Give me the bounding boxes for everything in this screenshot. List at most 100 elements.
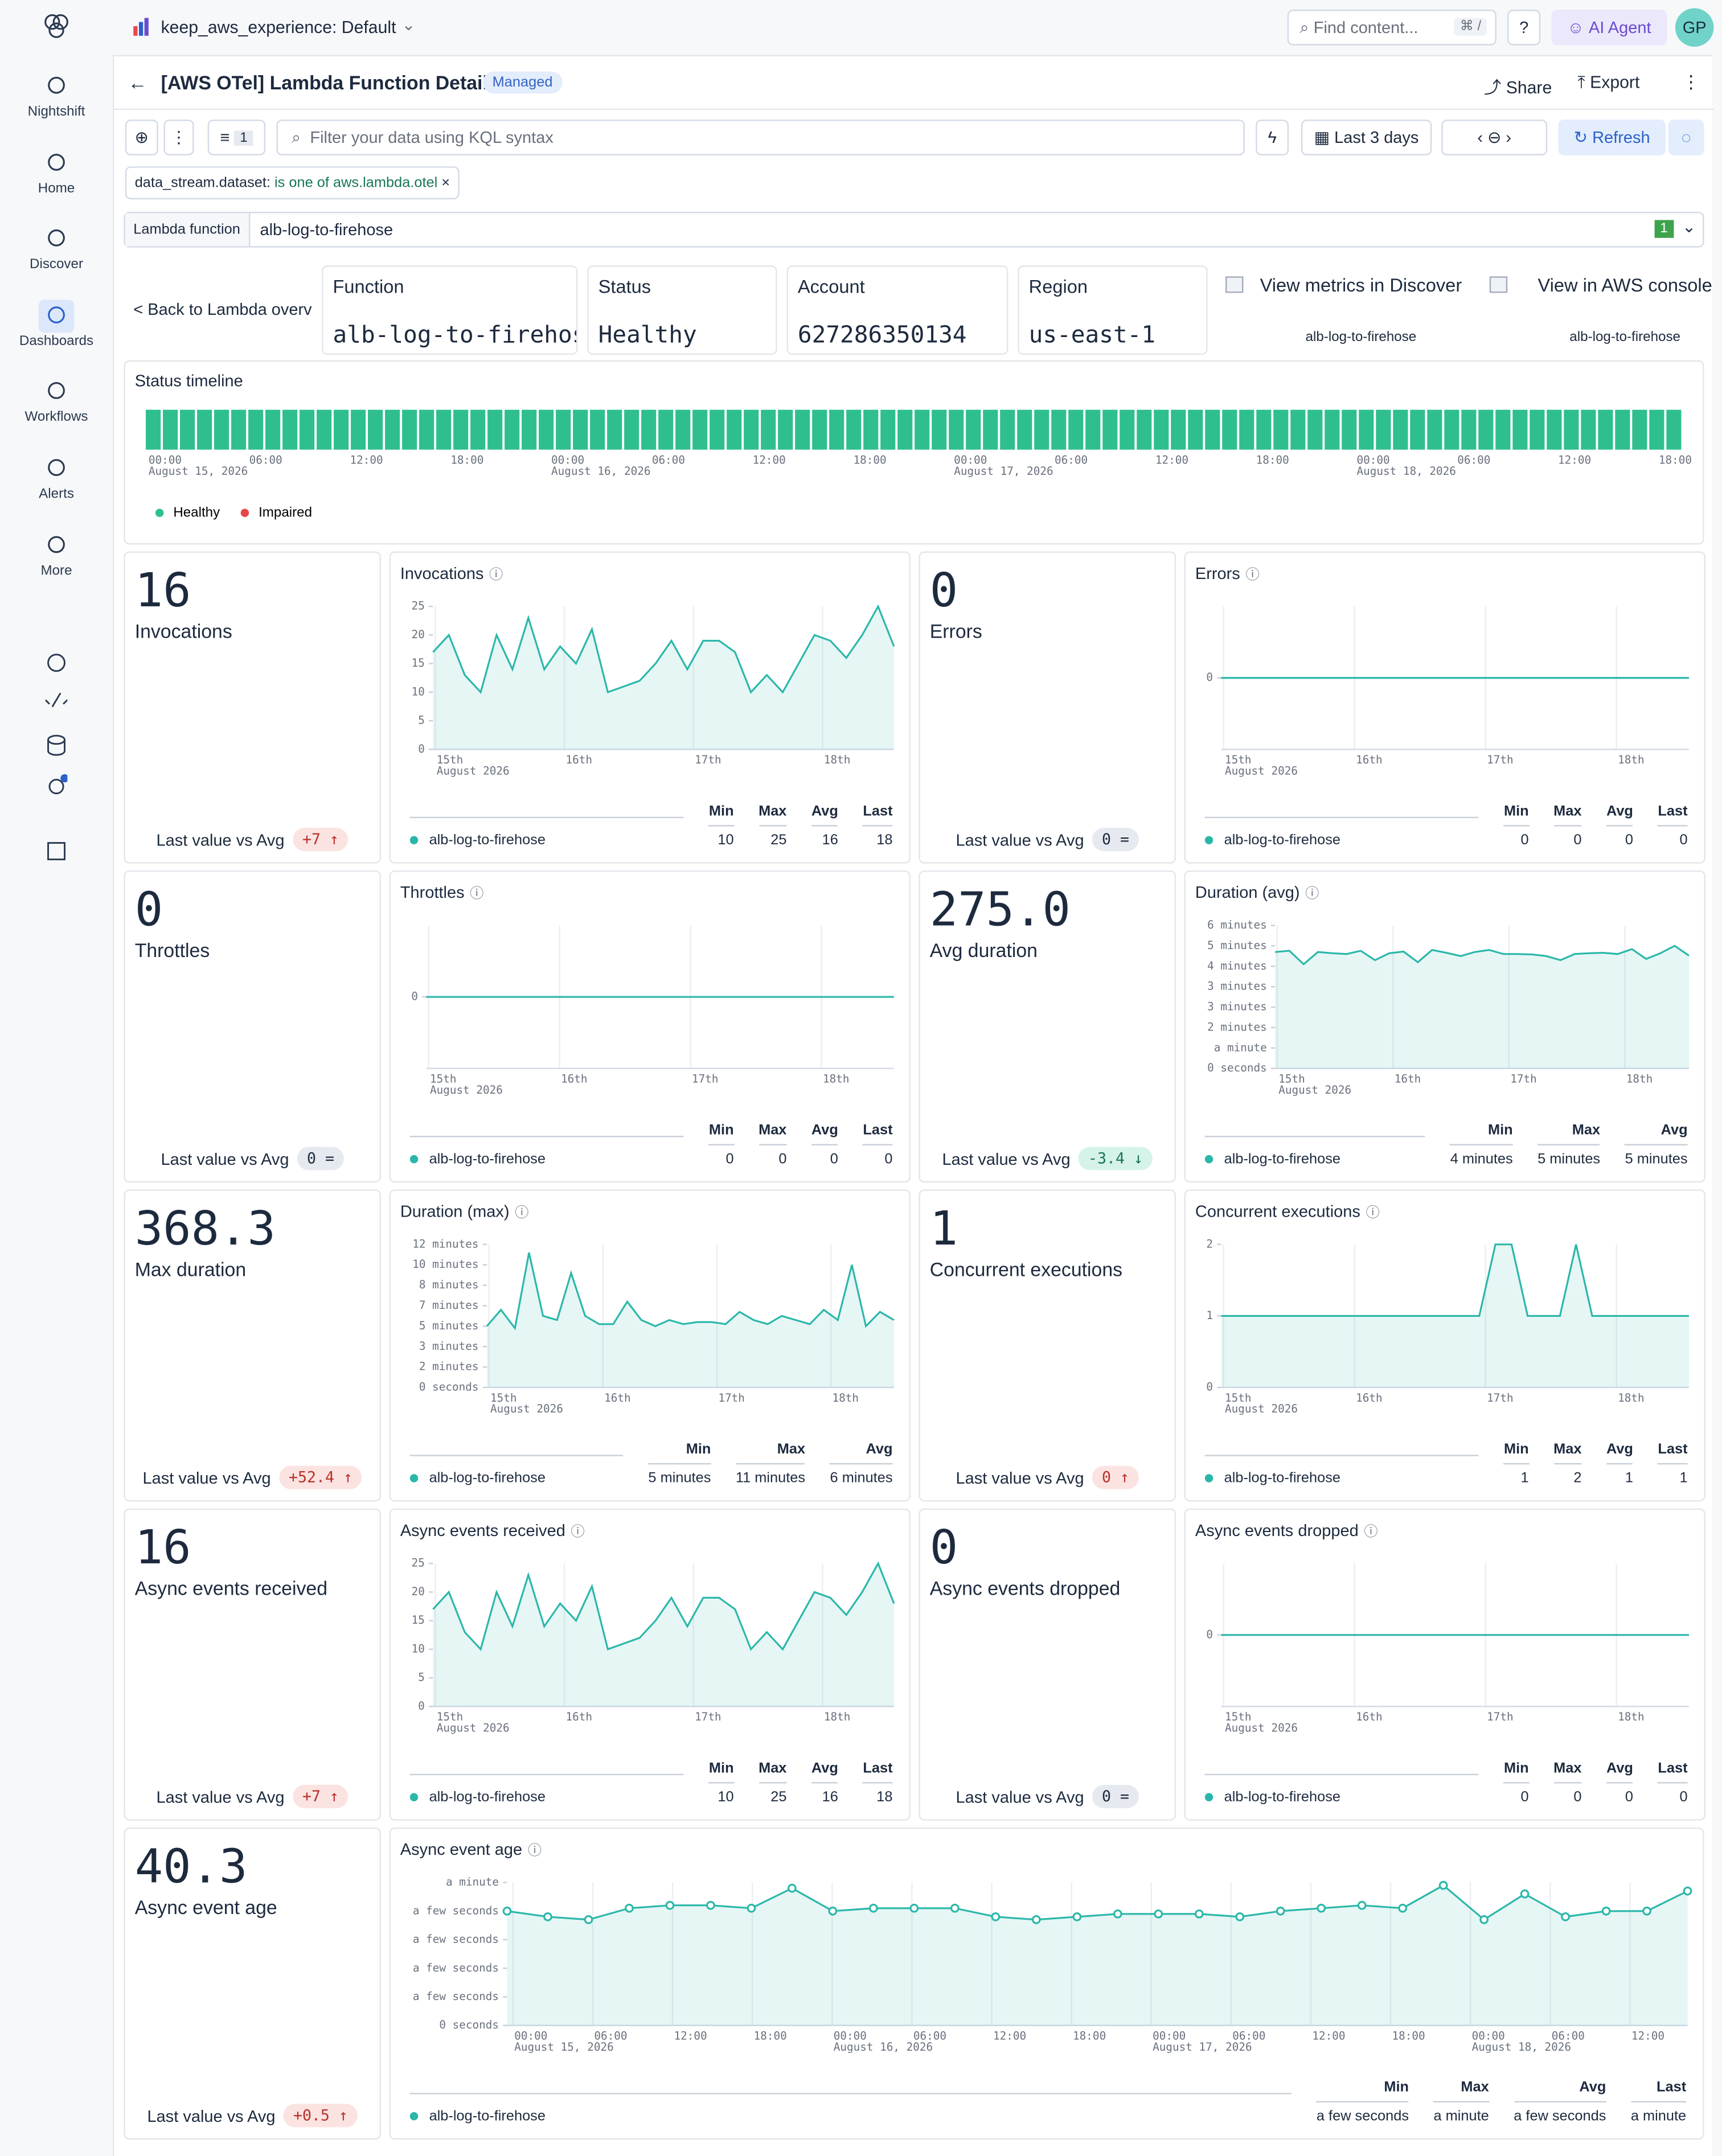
nav-label[interactable]: Alerts	[39, 487, 74, 502]
share-button[interactable]: ⤴ Share	[1484, 78, 1552, 98]
search-placeholder: Find content...	[1313, 18, 1418, 38]
metric-value: 40.3	[134, 1839, 248, 1895]
status-bar	[402, 409, 417, 450]
chart-panel: Concurrent executions ⓘ 0 1 2 15th August 2026…	[1184, 1189, 1705, 1502]
search-box[interactable]: ⌕ Find content... ⌘ /	[1287, 9, 1496, 46]
refresh-button[interactable]: ↻ Refresh	[1558, 120, 1666, 155]
metric-compare: Last value vs Avg +7 ↑	[125, 828, 380, 852]
x-tick-label: 18th	[1618, 1710, 1645, 1723]
compare-label: Last value vs Avg	[956, 829, 1084, 849]
link-title: View in AWS console	[1538, 275, 1712, 296]
x-tick-label: 17th	[692, 1073, 719, 1086]
space-name[interactable]: keep_aws_experience: Default	[161, 18, 396, 38]
chart-title: Async events dropped ⓘ	[1195, 1520, 1378, 1540]
add-filter[interactable]: ⊕	[125, 120, 158, 155]
x-tick-label: 12:00	[993, 2030, 1026, 2043]
point	[1683, 1886, 1692, 1896]
time-nav[interactable]: ‹ ⊖ ›	[1441, 120, 1548, 155]
back-link[interactable]: < Back to Lambda overv	[133, 299, 312, 319]
stats-value: 5 minutes	[1625, 1151, 1688, 1168]
more-button[interactable]: ⋮	[1682, 71, 1700, 92]
line	[432, 1561, 895, 1652]
nav-label[interactable]: Workflows	[24, 410, 88, 426]
status-bar	[1478, 409, 1494, 450]
stats-value: 0	[1679, 1789, 1688, 1806]
chart-title-text: Throttles	[400, 882, 465, 902]
pill-op: is one of	[274, 174, 329, 191]
delta-badge: 0 =	[1092, 1785, 1139, 1809]
x-tick-date: August 2026	[1225, 1402, 1298, 1415]
auto-refresh[interactable]: ◌	[1668, 120, 1704, 155]
y-tick-label: 25	[412, 1557, 425, 1570]
info-card: Function alb-log-to-firehose	[322, 265, 578, 355]
status-bar	[1068, 409, 1084, 450]
stats-header: Min	[648, 1436, 711, 1465]
help-button[interactable]: ?	[1507, 9, 1541, 46]
kql-input[interactable]: ⌕ Filter your data using KQL syntax	[276, 120, 1245, 155]
status-bar	[505, 409, 520, 450]
chart-panel: Duration (avg) ⓘ 0 seconds a minute 2 minute…	[1184, 870, 1705, 1183]
status-bar	[983, 409, 998, 450]
x-tick-label: 18:00	[853, 454, 886, 467]
delta-badge: +52.4 ↑	[279, 1465, 362, 1489]
query-menu[interactable]: ⋮	[163, 120, 194, 155]
y-tick-label: a few seconds	[413, 1904, 499, 1917]
stats-value: 16	[822, 832, 838, 849]
stats-header: Avg	[811, 1116, 838, 1145]
export-button[interactable]: ⤒ Export	[1577, 73, 1640, 92]
back-arrow[interactable]: ←	[128, 71, 147, 94]
filter-count[interactable]: ≡ 1	[207, 120, 266, 155]
stats-spacer	[1204, 806, 1479, 819]
filter-pill[interactable]: data_stream.dataset: is one of aws.lambd…	[125, 166, 460, 200]
link-card[interactable]: View in AWS console alb-log-to-firehose	[1483, 265, 1722, 355]
status-bar	[470, 409, 486, 450]
control[interactable]: Lambda function alb-log-to-firehose 1 ⌄	[124, 211, 1704, 248]
info-card: Account 627286350134	[786, 265, 1008, 355]
stats-header: Max	[735, 1436, 806, 1465]
icon-shape	[48, 153, 65, 170]
point	[1113, 1909, 1122, 1919]
stats-header: Min	[708, 1116, 734, 1145]
y-tick-label: 0 seconds	[439, 2018, 499, 2031]
nav-label[interactable]: Dashboards	[19, 334, 94, 349]
metric-compare: Last value vs Avg 0 =	[920, 1785, 1175, 1809]
stats-value: 1	[1625, 1469, 1633, 1486]
x-tick-date: August 18, 2026	[1356, 465, 1456, 478]
icon-shape	[48, 459, 65, 477]
ai-agent-button[interactable]: ☺ AI Agent	[1551, 9, 1667, 46]
chart-title-text: Concurrent executions	[1195, 1201, 1360, 1221]
nav-label[interactable]: Discover	[30, 257, 84, 273]
top-bar: keep_aws_experience: Default ⌄ ⌕ Find co…	[0, 0, 1722, 55]
area	[433, 1563, 894, 1707]
nav-label[interactable]: Nightshift	[27, 104, 85, 120]
stats-table: Min Max Avg Last alb-log-to-firehose a few se…	[409, 2073, 1687, 2130]
status-bar	[1581, 409, 1596, 450]
nav-label[interactable]: Home	[38, 180, 75, 196]
metric-label: Concurrent executions	[929, 1258, 1123, 1280]
metric-label: Async events dropped	[929, 1577, 1121, 1599]
status-bar	[1530, 409, 1545, 450]
avatar[interactable]: GP	[1675, 8, 1714, 47]
x-tick-label: 00:00	[1153, 2030, 1186, 2043]
x-tick-label: 18:00	[1659, 454, 1692, 467]
status-bar	[1051, 409, 1067, 450]
refresh-label: Refresh	[1592, 128, 1650, 147]
status-bar	[1290, 409, 1306, 450]
compare-label: Last value vs Avg	[156, 829, 285, 849]
link-card[interactable]: View metrics in Discover alb-log-to-fireh…	[1219, 265, 1473, 355]
series-dot	[409, 2112, 419, 2121]
x-tick-label: 17th	[1487, 753, 1514, 766]
x-tick-label: 16th	[1395, 1073, 1421, 1086]
stats-value: 1	[1520, 1469, 1529, 1486]
quick-button[interactable]: ϟ	[1256, 120, 1289, 155]
stats-value: 0	[725, 1151, 734, 1168]
space-icon	[133, 18, 149, 36]
point	[1398, 1903, 1408, 1913]
status-bar	[573, 409, 588, 450]
x-tick-label: 00:00	[551, 454, 584, 467]
nav-label[interactable]: More	[40, 563, 72, 578]
time-picker[interactable]: ▦ Last 3 days	[1301, 120, 1432, 155]
status-bar	[778, 409, 793, 450]
pill-value: aws.lambda.otel	[333, 174, 438, 191]
